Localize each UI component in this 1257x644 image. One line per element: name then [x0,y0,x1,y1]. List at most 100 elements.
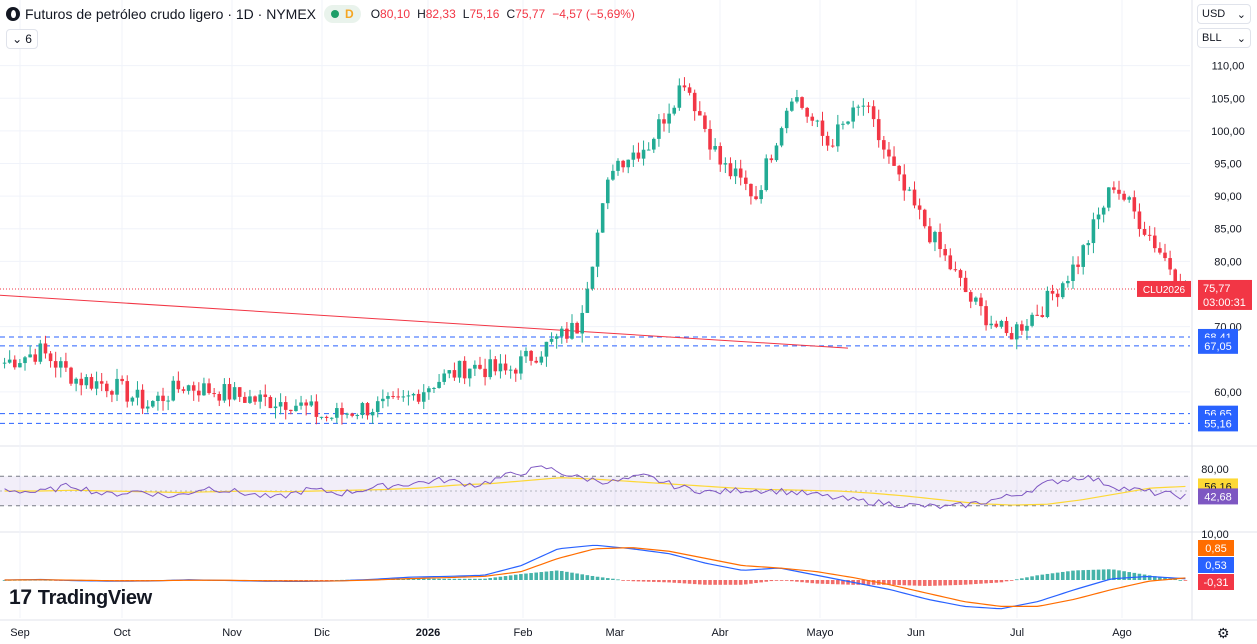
macd-histogram-bar [452,578,457,580]
candle-body [1158,248,1162,253]
candle-body [222,384,227,401]
macd-histogram-bar [692,580,697,585]
candle-body [94,381,99,389]
indicators-toggle-button[interactable]: ⌄ 6 [6,29,38,49]
rsi-line [4,465,1186,510]
macd-histogram-bar [953,580,958,586]
macd-histogram-bar [590,575,595,580]
macd-histogram-bar [841,580,845,585]
candle-body [851,107,855,122]
time-axis-label: Dic [314,627,330,639]
candle-body [319,416,324,418]
candle-body [365,403,370,416]
macd-histogram-bar [1066,571,1070,580]
macd-histogram-bar [1009,580,1014,581]
candle-body [667,113,671,124]
macd-histogram-bar [1173,579,1178,581]
macd-histogram-bar [830,580,835,585]
rsi-value-tag [1198,488,1238,505]
candle-body [360,403,365,416]
candle-body [907,189,912,191]
candle-body [248,396,252,403]
macd-histogram-bar [968,580,973,585]
macd-histogram-bar [544,571,549,580]
chevron-down-icon: ⌄ [1236,32,1246,45]
macd-pane [2,544,1188,610]
macd-histogram-bar [744,580,748,585]
candle-body [23,357,27,364]
candle-body [212,393,216,395]
candle-body [253,396,257,402]
macd-histogram-bar [672,580,677,583]
candle-body [764,158,769,191]
candle-body [232,387,237,400]
time-axis-label: Nov [222,627,242,639]
candle-body [130,397,135,402]
time-axis-label: Ago [1112,627,1132,639]
candle-body [478,364,482,369]
candle-body [570,322,574,339]
candle-body [958,270,963,278]
candle-body [273,406,278,409]
macd-histogram-bar [473,578,477,580]
currency-select[interactable]: USD ⌄ [1197,4,1251,24]
macd-histogram-bar [800,580,804,583]
time-axis-label: 2026 [416,627,440,639]
symbol-tag-label: CLU2026 [1143,285,1186,296]
macd-histogram-bar [943,580,947,586]
macd-histogram-bar [524,573,528,580]
symbol-title[interactable]: Futuros de petróleo crudo ligero · 1D · … [25,6,317,22]
macd-histogram-bar [958,580,963,585]
candle-body [754,196,758,200]
macd-histogram-bar [570,572,574,580]
tradingview-logo[interactable]: 17 TradingView [9,586,152,610]
candle-body [1060,283,1065,298]
high-value: 82,33 [425,7,456,21]
candle-body [677,85,682,108]
candle-body [1173,269,1178,284]
unit-select[interactable]: BLL ⌄ [1197,28,1251,48]
market-status-pill[interactable]: D [324,5,361,23]
candle-body [283,402,288,410]
settings-gear-icon[interactable]: ⚙ [1217,625,1230,641]
candle-body [156,395,160,402]
candle-body [207,383,211,394]
candle-body [738,168,743,178]
macd-histogram-bar [611,578,615,580]
candle-body [375,401,380,412]
candle-body [846,121,850,124]
candle-body [1081,245,1085,267]
candle-body [427,388,431,393]
macd-histogram-bar [1060,571,1065,580]
currency-value: USD [1202,8,1226,20]
time-axis-label: Sep [10,627,30,639]
candle-body [1132,197,1137,212]
candle-body [289,409,293,412]
macd-histogram-bar [600,577,605,580]
macd-histogram-bar [519,574,523,580]
candle-body [616,160,620,171]
candle-body [963,277,968,293]
candle-body [979,297,983,307]
macd-histogram-bar [1081,570,1085,580]
level-price-tag [1198,415,1238,432]
candle-body [186,385,191,391]
candle-body [662,119,666,124]
macd-histogram-bar [657,580,661,583]
candle-body [145,406,150,409]
candle-body [457,360,462,378]
candle-body [621,160,625,168]
macd-histogram-bar [2,580,7,581]
candle-body [498,363,503,372]
macd-histogram-bar [575,573,579,580]
macd-histogram-bar [1004,580,1009,582]
candle-body [1040,315,1045,318]
macd-histogram-bar [1076,570,1080,580]
macd-histogram-bar [687,580,692,584]
macd-histogram-bar [754,580,758,584]
macd-histogram-bar [549,571,554,580]
macd-axis-label: 10,00 [1201,529,1229,541]
close-label: C [506,7,516,21]
macd-histogram-bar [861,580,866,585]
